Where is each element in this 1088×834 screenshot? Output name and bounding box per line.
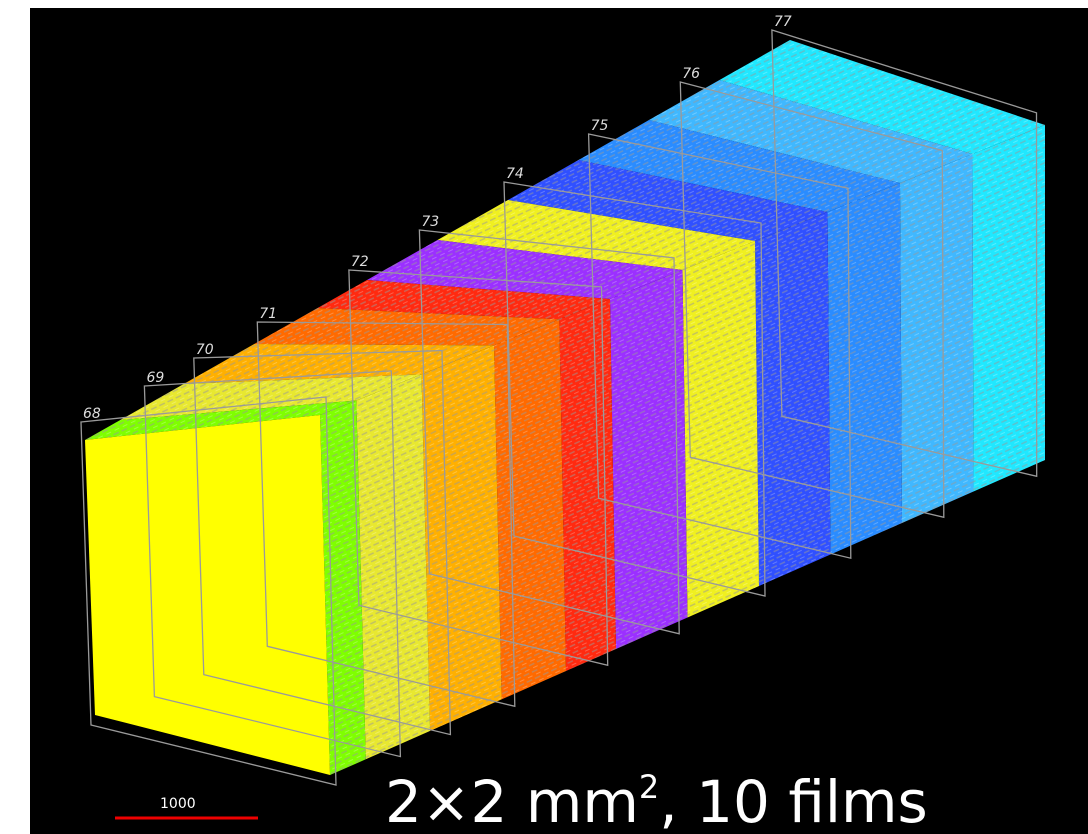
film-label: 74 [506,166,524,182]
film-label: 72 [351,254,369,270]
band-texture [683,241,760,618]
film-label: 68 [83,406,101,422]
caption-main: 2×2 mm [385,768,639,834]
band-texture [755,212,831,586]
scale-bar-label: 1000 [160,796,196,812]
film-label: 75 [591,118,609,134]
page: 68 69 70 71 72 73 74 75 76 77 1000 2×2 mm2, 10 fi… [0,0,1088,834]
film-label: 70 [196,342,214,358]
caption-rest: , 10 films [659,768,927,834]
caption-superscript: 2 [639,768,659,806]
front-face [85,415,330,775]
band-texture [610,270,688,649]
film-label: 69 [146,370,164,386]
film-label: 71 [259,306,277,322]
band-texture [973,125,1046,492]
film-label: 76 [682,66,700,82]
film-label: 77 [774,14,792,30]
visualization: 68 69 70 71 72 73 74 75 76 77 1000 2×2 mm2, 10 fi… [0,0,1088,834]
band-texture [494,319,566,699]
band-texture [422,345,502,731]
band-texture [900,154,974,523]
film-label: 73 [421,214,439,230]
